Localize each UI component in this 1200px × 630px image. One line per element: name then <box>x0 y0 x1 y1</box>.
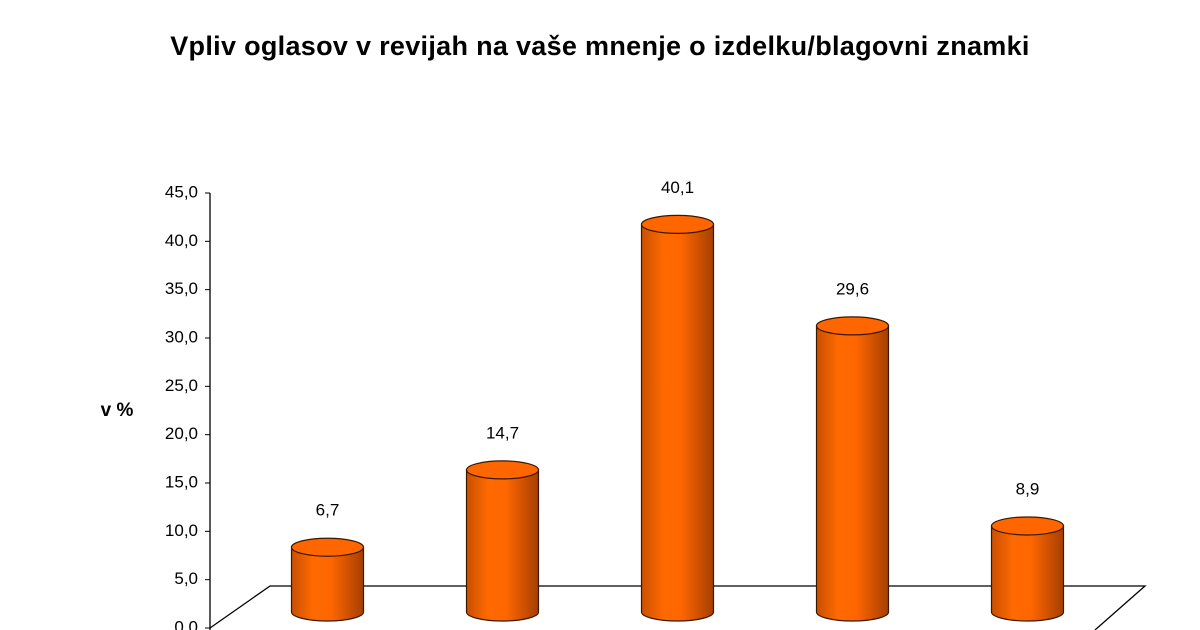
y-tick-label: 45,0 <box>165 182 198 201</box>
bar-top <box>640 214 715 234</box>
bar-top <box>815 316 890 336</box>
y-tick-label: 10,0 <box>165 521 198 540</box>
bar-body <box>990 525 1065 622</box>
bar-top <box>990 516 1065 536</box>
value-label: 8,9 <box>1016 479 1040 498</box>
bar-top <box>290 537 365 557</box>
chart-title: Vpliv oglasov v revijah na vaše mnenje o… <box>170 31 1030 61</box>
bar-body <box>640 223 715 622</box>
value-label: 29,6 <box>836 279 869 298</box>
y-tick-label: 35,0 <box>165 279 198 298</box>
bar <box>815 316 890 622</box>
bar <box>465 460 540 622</box>
y-tick-label: 30,0 <box>165 327 198 346</box>
bar-top <box>465 460 540 480</box>
bar-body <box>465 469 540 622</box>
y-tick-label: 0,0 <box>174 617 198 630</box>
y-tick-label: 15,0 <box>165 472 198 491</box>
y-tick-label: 40,0 <box>165 231 198 250</box>
bar <box>290 537 365 622</box>
bar-body <box>290 546 365 622</box>
y-tick-label: 20,0 <box>165 424 198 443</box>
bar <box>640 214 715 622</box>
value-label: 40,1 <box>661 178 694 197</box>
bar <box>990 516 1065 622</box>
bar-body <box>815 325 890 622</box>
y-tick-label: 25,0 <box>165 376 198 395</box>
y-axis-title: v % <box>101 400 134 421</box>
y-tick-label: 5,0 <box>174 569 198 588</box>
value-label: 14,7 <box>486 423 519 442</box>
value-label: 6,7 <box>316 501 340 520</box>
